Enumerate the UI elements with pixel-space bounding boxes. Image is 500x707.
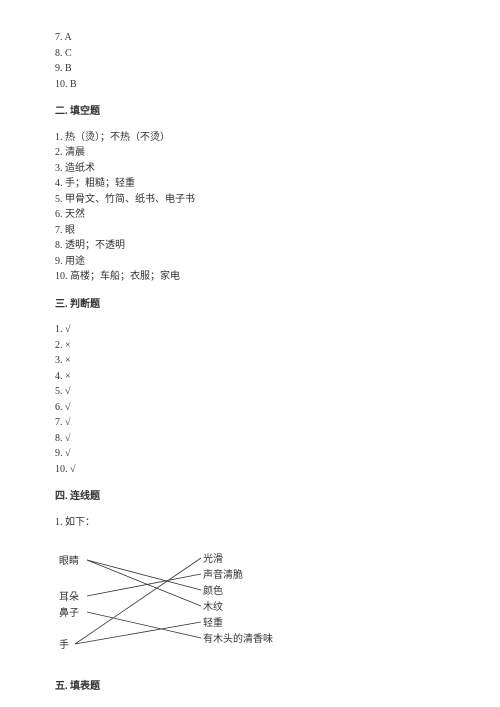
judge-item: 6. √ bbox=[55, 400, 445, 416]
fill-item: 10. 高楼；车船；衣服；家电 bbox=[55, 269, 445, 285]
fill-blank-list: 1. 热（烫）；不热（不烫）2. 清晨3. 造纸术4. 手；粗糙；轻重5. 甲骨… bbox=[55, 130, 445, 285]
judge-item: 3. × bbox=[55, 353, 445, 369]
section-heading-judge: 三. 判断题 bbox=[55, 297, 445, 313]
connect-right-label: 轻重 bbox=[203, 616, 223, 632]
judge-item: 9. √ bbox=[55, 446, 445, 462]
connect-left-label: 耳朵 bbox=[59, 590, 79, 606]
fill-item: 7. 眼 bbox=[55, 223, 445, 239]
fill-item: 3. 造纸术 bbox=[55, 161, 445, 177]
section-heading-fill: 二. 填空题 bbox=[55, 104, 445, 120]
answer-item: 10. B bbox=[55, 77, 445, 93]
connect-line bbox=[87, 560, 201, 606]
judge-item: 10. √ bbox=[55, 462, 445, 478]
connect-line bbox=[75, 558, 201, 644]
section-heading-table: 五. 填表题 bbox=[55, 679, 445, 695]
answer-item: 9. B bbox=[55, 61, 445, 77]
answer-item: 7. A bbox=[55, 30, 445, 46]
fill-item: 1. 热（烫）；不热（不烫） bbox=[55, 130, 445, 146]
judge-list: 1. √2. ×3. ×4. ×5. √6. √7. √8. √9. √10. … bbox=[55, 322, 445, 477]
fill-item: 9. 用途 bbox=[55, 254, 445, 270]
judge-item: 7. √ bbox=[55, 415, 445, 431]
connect-line bbox=[87, 574, 201, 596]
connect-right-label: 木纹 bbox=[203, 600, 223, 616]
section-heading-connect: 四. 连线题 bbox=[55, 489, 445, 505]
judge-item: 5. √ bbox=[55, 384, 445, 400]
connect-diagram: 眼睛耳朵鼻子手 光滑声音清脆颜色木纹轻重有木头的清香味 bbox=[55, 546, 295, 661]
judge-item: 1. √ bbox=[55, 322, 445, 338]
connect-left-label: 眼睛 bbox=[59, 554, 79, 570]
connect-line bbox=[75, 622, 201, 644]
fill-item: 2. 清晨 bbox=[55, 145, 445, 161]
answer-item: 8. C bbox=[55, 46, 445, 62]
fill-item: 5. 甲骨文、竹简、纸书、电子书 bbox=[55, 192, 445, 208]
connect-left-label: 鼻子 bbox=[59, 606, 79, 622]
connect-line bbox=[87, 560, 201, 590]
connect-right-label: 有木头的清香味 bbox=[203, 632, 273, 648]
fill-item: 4. 手；粗糙；轻重 bbox=[55, 176, 445, 192]
judge-item: 4. × bbox=[55, 369, 445, 385]
fill-item: 6. 天然 bbox=[55, 207, 445, 223]
judge-item: 8. √ bbox=[55, 431, 445, 447]
judge-item: 2. × bbox=[55, 338, 445, 354]
fill-item: 8. 透明；不透明 bbox=[55, 238, 445, 254]
connect-right-label: 声音清脆 bbox=[203, 568, 243, 584]
top-answer-list: 7. A8. C9. B10. B bbox=[55, 30, 445, 92]
connect-intro: 1. 如下： bbox=[55, 515, 445, 531]
connect-left-label: 手 bbox=[59, 638, 69, 654]
connect-right-label: 颜色 bbox=[203, 584, 223, 600]
connect-right-label: 光滑 bbox=[203, 552, 223, 568]
